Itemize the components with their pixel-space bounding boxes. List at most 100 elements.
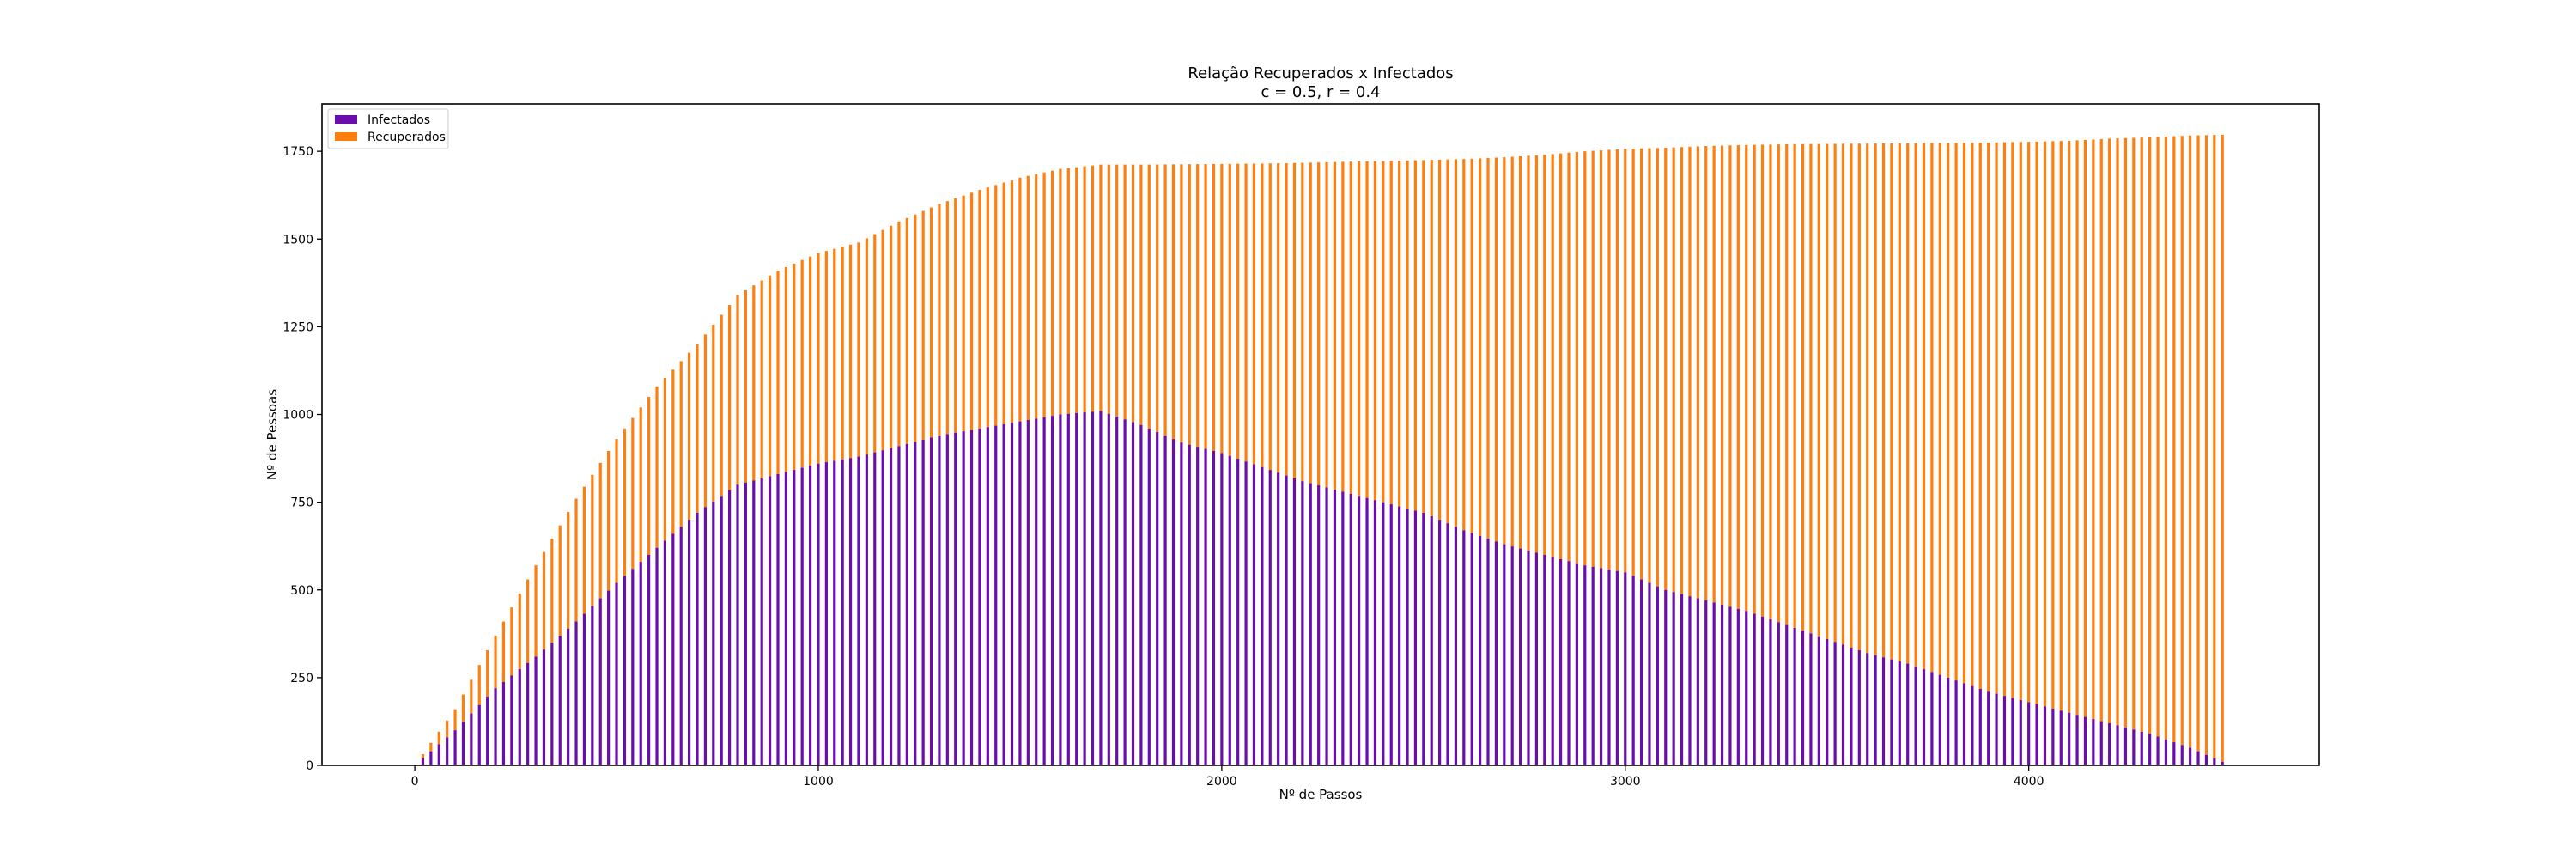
bar-infectados	[962, 431, 965, 765]
bar-recuperados	[2059, 141, 2063, 711]
bar-infectados	[921, 439, 925, 765]
bar-infectados	[1519, 548, 1522, 765]
bar-infectados	[1930, 672, 1934, 765]
bar-infectados	[1543, 554, 1546, 765]
bar-infectados	[1890, 659, 1893, 765]
bar-recuperados	[2148, 137, 2152, 734]
bar-infectados	[1947, 677, 1950, 765]
bar-infectados	[2043, 706, 2047, 765]
bar-infectados	[1462, 530, 1466, 765]
bar-infectados	[1672, 592, 1675, 765]
bar-infectados	[1648, 582, 1651, 765]
bar-infectados	[1010, 423, 1014, 765]
bar-infectados	[1438, 520, 1442, 765]
bar-recuperados	[1010, 180, 1014, 423]
bar-recuperados	[639, 407, 642, 563]
bar-recuperados	[962, 195, 965, 432]
bar-infectados	[1712, 602, 1716, 765]
bar-infectados	[2051, 708, 2055, 765]
bar-recuperados	[1317, 162, 1321, 486]
bar-recuperados	[752, 285, 756, 481]
bar-recuperados	[2083, 139, 2087, 717]
bar-infectados	[1664, 589, 1668, 765]
bar-recuperados	[833, 248, 836, 461]
bar-recuperados	[1002, 182, 1005, 424]
bar-recuperados	[2027, 142, 2031, 703]
bar-infectados	[969, 430, 974, 765]
bar-infectados	[574, 621, 578, 765]
bar-infectados	[1978, 688, 1982, 765]
bar-recuperados	[1018, 177, 1022, 422]
bar-infectados	[607, 590, 611, 765]
bar-recuperados	[1575, 151, 1578, 564]
bar-infectados	[1365, 497, 1369, 765]
x-tick-label: 3000	[1610, 775, 1641, 789]
bar-infectados	[2027, 702, 2031, 765]
bar-recuperados	[2189, 135, 2192, 748]
bar-recuperados	[679, 361, 683, 527]
bar-recuperados	[897, 221, 901, 447]
bar-recuperados	[703, 334, 708, 508]
bar-recuperados	[663, 378, 667, 541]
bar-recuperados	[776, 271, 780, 474]
bar-infectados	[1309, 483, 1312, 765]
bar-recuperados	[2204, 135, 2208, 755]
bar-recuperados	[1720, 145, 1724, 605]
bar-recuperados	[1131, 164, 1135, 423]
x-tick-label: 1000	[803, 775, 834, 789]
bar-infectados	[1261, 466, 1264, 765]
bar-recuperados	[1971, 143, 1974, 686]
bar-infectados	[1107, 413, 1110, 765]
bar-infectados	[889, 448, 893, 765]
bar-infectados	[1382, 502, 1385, 765]
bar-recuperados	[841, 247, 844, 460]
bar-infectados	[534, 656, 538, 765]
bar-recuperados	[1422, 160, 1425, 513]
bar-infectados	[1099, 411, 1103, 765]
bar-recuperados	[817, 253, 820, 464]
bar-recuperados	[1954, 143, 1958, 681]
bar-infectados	[550, 643, 554, 765]
bar-infectados	[1809, 633, 1813, 765]
bar-infectados	[1252, 464, 1256, 765]
bar-recuperados	[2221, 134, 2224, 762]
bar-infectados	[1551, 557, 1554, 765]
bar-infectados	[1567, 561, 1571, 765]
bar-recuperados	[1309, 162, 1312, 484]
bar-recuperados	[1050, 170, 1054, 417]
bar-recuperados	[1777, 144, 1780, 623]
bar-recuperados	[1228, 163, 1231, 456]
bar-recuperados	[1672, 147, 1675, 593]
bar-infectados	[2083, 716, 2087, 765]
bar-infectados	[2035, 704, 2038, 765]
bar-infectados	[1639, 579, 1643, 765]
bar-recuperados	[501, 621, 506, 682]
bar-recuperados	[727, 305, 732, 490]
bar-infectados	[1454, 527, 1458, 765]
bar-recuperados	[1301, 162, 1304, 482]
x-tick-label: 0	[411, 775, 419, 789]
bar-recuperados	[1083, 166, 1086, 413]
bar-recuperados	[623, 428, 627, 576]
bar-infectados	[1220, 453, 1224, 765]
bar-recuperados	[1947, 143, 1950, 678]
bar-infectados	[712, 501, 715, 765]
bar-recuperados	[2043, 141, 2047, 707]
bar-infectados	[1131, 422, 1135, 765]
bar-recuperados	[1325, 161, 1328, 488]
bar-recuperados	[2180, 136, 2184, 746]
bar-recuperados	[518, 593, 521, 670]
bar-infectados	[663, 540, 667, 765]
bar-infectados	[1204, 448, 1207, 765]
bar-recuperados	[986, 187, 989, 428]
bar-recuperados	[1995, 142, 1998, 694]
bar-infectados	[461, 722, 465, 765]
bar-infectados	[1333, 489, 1337, 765]
bar-recuperados	[671, 369, 675, 534]
bar-infectados	[1995, 693, 1998, 765]
bar-recuperados	[1486, 157, 1490, 539]
bar-infectados	[897, 446, 901, 765]
bar-recuperados	[1261, 163, 1264, 467]
bar-infectados	[1180, 442, 1183, 765]
